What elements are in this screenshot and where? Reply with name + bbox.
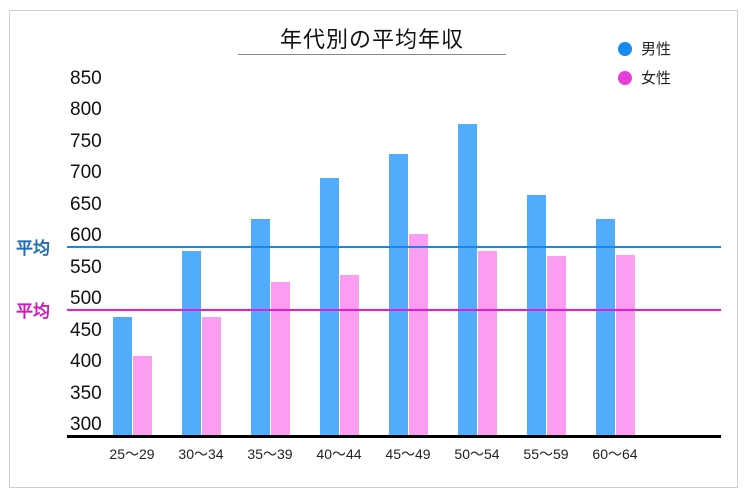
y-tick-label: 600 xyxy=(70,225,102,246)
bar-male xyxy=(596,218,615,436)
y-tick-label: 700 xyxy=(70,162,102,183)
bar-male xyxy=(320,178,339,436)
legend-dot-female-icon xyxy=(618,70,632,85)
bar-male xyxy=(527,195,546,436)
bar-male xyxy=(113,316,132,436)
y-tick-label: 300 xyxy=(70,414,102,435)
bar-male xyxy=(182,250,201,436)
bar-male xyxy=(251,218,270,436)
y-tick-label: 450 xyxy=(70,319,102,341)
x-tick-label: 45〜49 xyxy=(385,446,431,462)
y-tick-label: 400 xyxy=(70,351,102,372)
y-tick-label: 800 xyxy=(70,99,102,120)
legend-dot-male-icon xyxy=(618,41,632,56)
chart-frame xyxy=(9,10,738,488)
x-tick-label: 25〜29 xyxy=(109,446,155,462)
average-label-female: 平均 xyxy=(16,302,50,322)
bar-female xyxy=(133,355,152,436)
bar-male xyxy=(389,154,408,436)
x-axis-line xyxy=(67,435,721,438)
average-line-female xyxy=(67,309,721,311)
bar-female xyxy=(409,234,428,436)
x-tick-label: 35〜39 xyxy=(247,446,293,462)
bar-female xyxy=(478,250,497,436)
x-tick-label: 60〜64 xyxy=(592,446,638,462)
average-line-male xyxy=(67,246,721,248)
y-tick-label: 350 xyxy=(70,382,102,404)
bar-female xyxy=(202,316,221,436)
y-tick-label: 550 xyxy=(70,256,102,278)
bar-male xyxy=(458,123,477,436)
y-tick-label: 850 xyxy=(70,67,102,89)
x-tick-label: 30〜34 xyxy=(178,446,224,462)
x-tick-label: 50〜54 xyxy=(454,446,500,462)
title-underline xyxy=(238,54,506,55)
average-label-male: 平均 xyxy=(16,239,50,259)
bar-female xyxy=(616,254,635,436)
bar-female xyxy=(340,274,359,436)
y-tick-label: 750 xyxy=(70,130,102,152)
legend-label-male: 男性 xyxy=(641,40,672,58)
legend-label-female: 女性 xyxy=(641,69,672,87)
y-tick-label: 650 xyxy=(70,193,102,215)
bar-female xyxy=(271,282,290,436)
chart-title: 年代別の平均年収 xyxy=(279,28,464,53)
x-tick-label: 55〜59 xyxy=(523,446,569,462)
legend-item-female: 女性 xyxy=(618,67,671,88)
legend-item-male: 男性 xyxy=(618,38,671,59)
bar-female xyxy=(547,256,566,436)
y-tick-label: 500 xyxy=(70,288,102,309)
x-tick-label: 40〜44 xyxy=(316,446,362,462)
